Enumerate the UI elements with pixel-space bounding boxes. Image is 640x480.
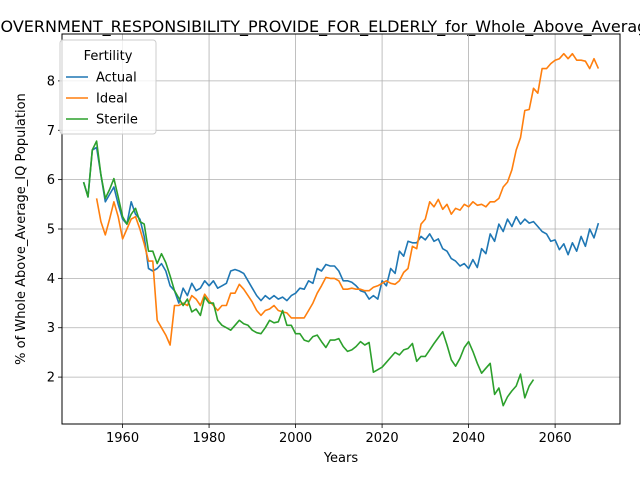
- legend-label-ideal: Ideal: [96, 92, 128, 107]
- series-line-actual: [82, 146, 600, 304]
- x-tick-label: 2060: [539, 431, 572, 446]
- legend-label-actual: Actual: [96, 71, 137, 86]
- x-tick-label: 1960: [106, 431, 139, 446]
- y-axis-title: % of Whole Above_Average_IQ Population: [14, 93, 29, 365]
- x-tick-label: 2040: [452, 431, 485, 446]
- legend: Fertility Actual Ideal Sterile: [59, 39, 157, 135]
- x-tick-label: 2000: [279, 431, 312, 446]
- series-line-ideal: [95, 52, 600, 346]
- x-tick-label: 1980: [193, 431, 226, 446]
- y-tick-label: 5: [47, 223, 55, 238]
- y-tick-label: 8: [47, 74, 55, 89]
- x-tick-label: 2020: [366, 431, 399, 446]
- y-tick-label: 6: [47, 173, 55, 188]
- y-tick-label: 2: [47, 371, 55, 386]
- legend-box: [59, 39, 157, 135]
- x-axis-title: Years: [323, 451, 359, 466]
- legend-label-sterile: Sterile: [96, 113, 138, 128]
- series-line-sterile: [82, 140, 535, 407]
- y-tick-label: 7: [47, 124, 55, 139]
- y-tick-label: 4: [47, 272, 55, 287]
- ticks: 1960 1980 2000 2020 2040 2060 2 3 4 5 6 7 8: [47, 74, 572, 446]
- legend-title: Fertility: [84, 49, 133, 64]
- series-layer: [82, 52, 600, 407]
- chart-title: _in_GOVERNMENT_RESPONSIBILITY_PROVIDE_FO…: [0, 17, 640, 37]
- y-tick-label: 3: [47, 321, 55, 336]
